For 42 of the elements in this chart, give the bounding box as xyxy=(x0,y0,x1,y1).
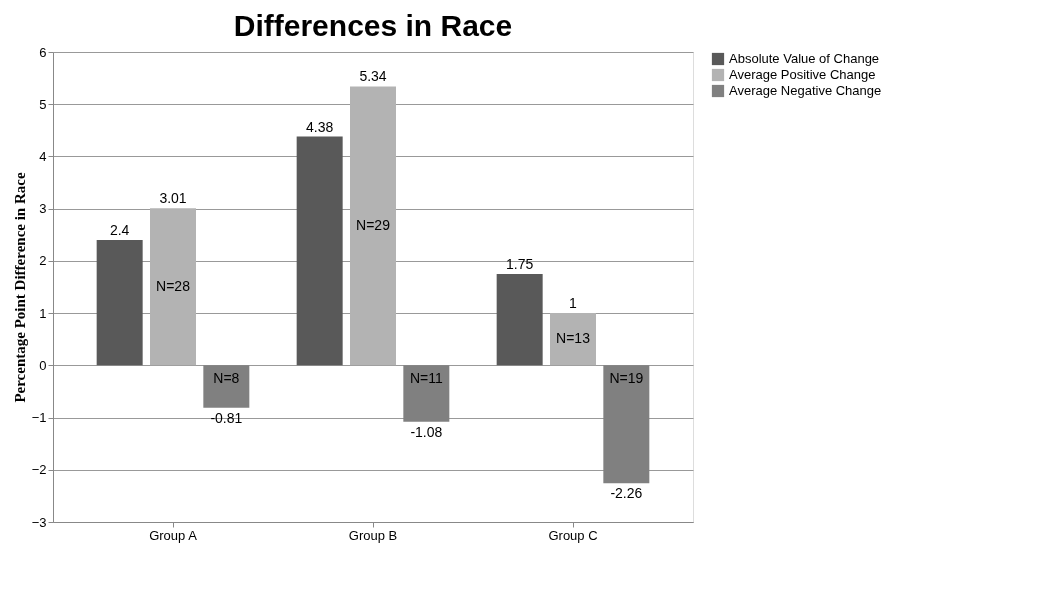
bar xyxy=(550,313,596,366)
data-label: 1.75 xyxy=(506,255,534,272)
x-tick-label: Group C xyxy=(548,527,598,543)
annotation: N=19 xyxy=(609,370,644,387)
data-label: 1 xyxy=(569,295,578,312)
y-tick-label: −2 xyxy=(31,462,47,478)
y-tick-label: −1 xyxy=(31,410,47,426)
annotation: N=29 xyxy=(356,216,391,233)
y-tick-label: 0 xyxy=(39,357,47,373)
y-tick-label: −3 xyxy=(31,514,47,530)
bar xyxy=(603,365,650,484)
y-tick-label: 1 xyxy=(39,305,47,321)
annotation: N=28 xyxy=(156,277,191,294)
x-tick-label: Group B xyxy=(348,527,398,543)
bar xyxy=(296,136,343,366)
data-label: 3.01 xyxy=(159,190,187,207)
legend-label: Absolute Value of Change xyxy=(729,51,880,66)
bar xyxy=(496,273,543,366)
bar xyxy=(403,365,450,422)
legend-label: Average Positive Change xyxy=(729,67,876,82)
y-tick-label: 4 xyxy=(39,148,47,164)
legend-label: Average Negative Change xyxy=(729,83,882,98)
bar xyxy=(150,208,196,366)
y-tick-label: 6 xyxy=(39,44,47,60)
annotation: N=11 xyxy=(409,370,443,387)
y-tick-label: 5 xyxy=(39,96,47,112)
data-label: -1.08 xyxy=(410,423,443,440)
data-label: -2.26 xyxy=(610,485,643,502)
annotation: N=8 xyxy=(213,370,240,387)
data-label: -0.81 xyxy=(210,409,243,426)
bar xyxy=(350,86,396,366)
y-axis-title: Percentage Point Difference in Race xyxy=(11,172,28,403)
bar xyxy=(203,365,250,408)
data-label: 2.4 xyxy=(109,222,130,238)
annotation: N=13 xyxy=(556,330,591,347)
x-tick-label: Group A xyxy=(149,527,198,543)
y-tick-label: 3 xyxy=(39,201,47,217)
bar xyxy=(96,240,143,366)
data-label: 5.34 xyxy=(359,68,387,85)
y-tick-label: 2 xyxy=(39,253,47,269)
data-label: 4.38 xyxy=(306,118,334,135)
chart-title: Differences in Race xyxy=(233,9,513,42)
